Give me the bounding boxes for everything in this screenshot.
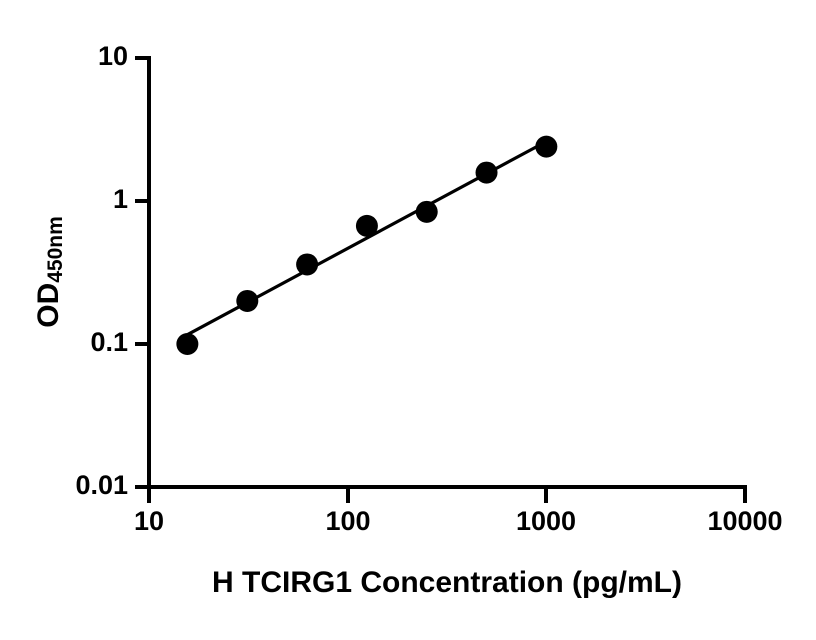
y-tick-label-0.1: 0.1 bbox=[90, 327, 128, 357]
y-tick-label-0.01: 0.01 bbox=[75, 470, 128, 500]
y-axis-title-main: OD bbox=[32, 283, 65, 328]
x-tick-label-10000: 10000 bbox=[707, 506, 782, 536]
data-point bbox=[296, 253, 319, 276]
y-tick-labels: 10 1 0.1 0.01 bbox=[75, 41, 128, 500]
data-point bbox=[355, 214, 378, 237]
data-point bbox=[475, 161, 498, 184]
data-point bbox=[176, 333, 199, 355]
x-tick-label-10: 10 bbox=[134, 506, 164, 536]
svg-text:OD450nm: OD450nm bbox=[32, 216, 67, 328]
y-tick-label-1: 1 bbox=[113, 184, 128, 214]
data-point bbox=[415, 200, 438, 223]
x-tick-label-100: 100 bbox=[325, 506, 370, 536]
y-axis-title: OD450nm bbox=[32, 216, 67, 328]
data-point bbox=[236, 289, 259, 312]
data-point bbox=[535, 135, 558, 158]
axes-group bbox=[135, 56, 747, 503]
axis-lines bbox=[147, 56, 747, 489]
x-tick-label-1000: 1000 bbox=[516, 506, 576, 536]
y-tick-label-10: 10 bbox=[98, 41, 128, 71]
x-axis-title: H TCIRG1 Concentration (pg/mL) bbox=[212, 566, 682, 599]
data-series-layer bbox=[176, 135, 558, 355]
x-tick-labels: 10 100 1000 10000 bbox=[134, 506, 783, 536]
y-axis-title-sub: 450nm bbox=[44, 216, 67, 283]
